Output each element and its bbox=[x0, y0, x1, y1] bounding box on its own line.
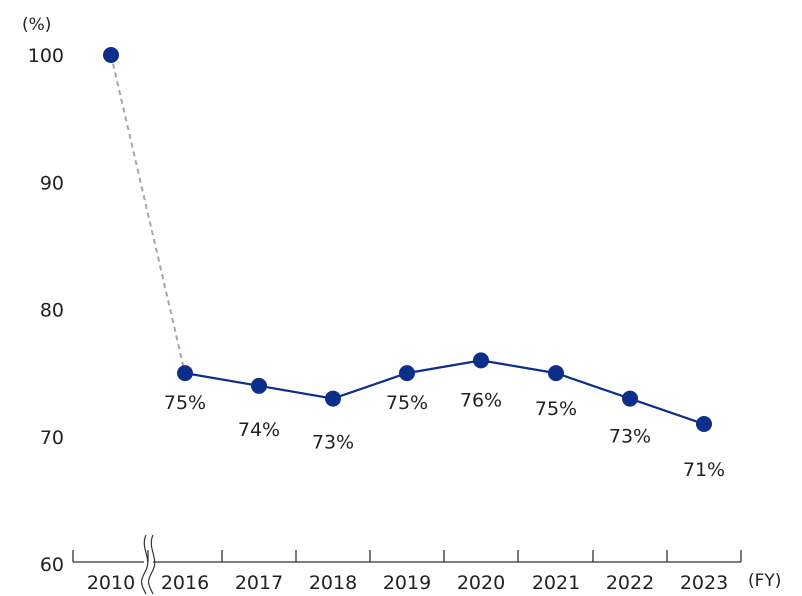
y-tick-label: 90 bbox=[40, 172, 64, 194]
data-label: 73% bbox=[312, 432, 354, 454]
x-tick-label: 2010 bbox=[87, 572, 135, 594]
series-markers bbox=[103, 47, 712, 433]
y-axis-ticks: 60 70 80 90 100 bbox=[28, 45, 64, 576]
data-point bbox=[473, 352, 489, 369]
x-tick-label: 2020 bbox=[457, 572, 505, 594]
data-label: 75% bbox=[535, 398, 577, 420]
data-label: 75% bbox=[164, 392, 206, 414]
data-label: 75% bbox=[386, 392, 428, 414]
data-point bbox=[622, 390, 638, 407]
y-tick-label: 80 bbox=[40, 300, 64, 322]
series-line bbox=[110, 54, 705, 426]
dashed-connector bbox=[110, 54, 186, 374]
data-point bbox=[251, 377, 267, 394]
data-label: 74% bbox=[238, 419, 280, 441]
data-point bbox=[177, 365, 193, 382]
data-label: 73% bbox=[609, 426, 651, 448]
data-labels: 75% 74% 73% 75% 76% 75% 73% 71% bbox=[164, 389, 725, 481]
y-tick-label: 60 bbox=[40, 554, 64, 576]
data-point bbox=[103, 47, 119, 63]
x-tick-label: 2017 bbox=[235, 572, 283, 594]
x-tick-label: 2016 bbox=[161, 572, 209, 594]
x-tick-label: 2021 bbox=[532, 572, 580, 594]
x-tick-label: 2023 bbox=[680, 572, 728, 594]
x-tick-label: 2022 bbox=[606, 572, 654, 594]
data-label: 76% bbox=[460, 389, 502, 411]
data-point bbox=[548, 365, 564, 382]
x-tick-label: 2019 bbox=[383, 572, 431, 594]
solid-series-line bbox=[184, 359, 705, 426]
data-point bbox=[325, 390, 341, 407]
x-axis: 2010 2016 2017 2018 2019 2020 2021 2022 2023 bbox=[72, 534, 742, 595]
axis-break-mark bbox=[140, 534, 149, 595]
y-tick-label: 70 bbox=[40, 427, 64, 449]
data-label: 71% bbox=[683, 459, 725, 481]
y-axis-unit: (%) bbox=[22, 15, 51, 35]
x-axis-unit: (FY) bbox=[748, 571, 781, 591]
x-tick-label: 2018 bbox=[309, 572, 357, 594]
data-point bbox=[399, 365, 415, 382]
axis-break-mark bbox=[147, 534, 156, 595]
data-point bbox=[696, 416, 712, 433]
y-tick-label: 100 bbox=[28, 45, 64, 67]
